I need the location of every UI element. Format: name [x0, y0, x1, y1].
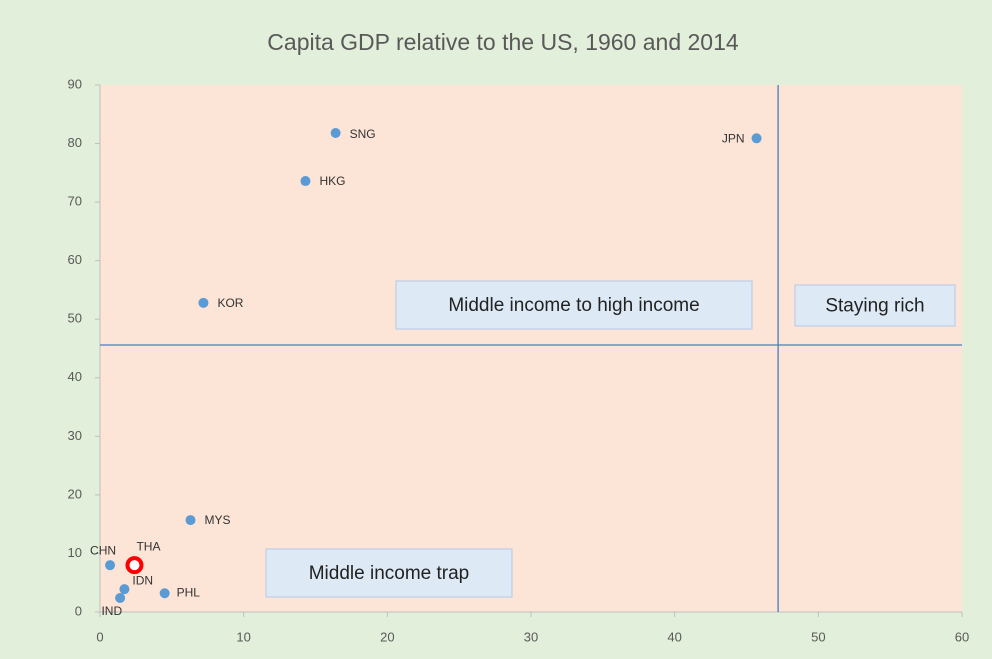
y-tick-label: 50 — [68, 311, 82, 326]
y-tick-label: 10 — [68, 545, 82, 560]
point — [105, 560, 116, 571]
annotation: Middle income to high income — [448, 295, 699, 316]
annotation-box — [395, 280, 753, 330]
point — [198, 297, 209, 308]
y-tick-label: 70 — [68, 194, 82, 209]
point-label: THA — [136, 539, 160, 553]
point-label: IND — [101, 604, 122, 618]
y-tick-label: 60 — [68, 252, 82, 267]
annotation: Middle income trap — [309, 563, 470, 584]
x-tick-label: 50 — [811, 629, 825, 644]
annotation-box — [794, 284, 956, 327]
point-label: CHN — [90, 543, 116, 557]
x-tick-label: 60 — [955, 629, 969, 644]
point-label: PHL — [177, 585, 201, 599]
point — [119, 584, 130, 595]
point — [125, 556, 144, 575]
y-tick-label: 0 — [75, 603, 82, 618]
plot-area — [100, 85, 962, 612]
x-tick-label: 20 — [380, 629, 394, 644]
point-label: HKG — [319, 174, 345, 188]
point-label: JPN — [722, 131, 745, 145]
x-tick-label: 0 — [96, 629, 103, 644]
point — [751, 133, 762, 144]
point — [300, 176, 311, 187]
y-tick-label: 30 — [68, 428, 82, 443]
annotation-box — [265, 548, 513, 598]
point — [159, 588, 170, 599]
y-tick-label: 80 — [68, 135, 82, 150]
x-tick-label: 40 — [667, 629, 681, 644]
y-tick-label: 90 — [68, 76, 82, 91]
x-tick-label: 10 — [236, 629, 250, 644]
annotation: Staying rich — [825, 296, 924, 317]
y-tick-label: 40 — [68, 369, 82, 384]
point — [115, 592, 126, 603]
point-label: SNG — [350, 127, 376, 141]
point-label: KOR — [217, 296, 243, 310]
chart-title: Capita GDP relative to the US, 1960 and … — [267, 29, 739, 55]
x-tick-label: 30 — [524, 629, 538, 644]
point-label: IDN — [132, 573, 153, 587]
point-label: MYS — [205, 513, 231, 527]
point — [185, 515, 196, 526]
y-tick-label: 20 — [68, 486, 82, 501]
point — [330, 128, 341, 139]
